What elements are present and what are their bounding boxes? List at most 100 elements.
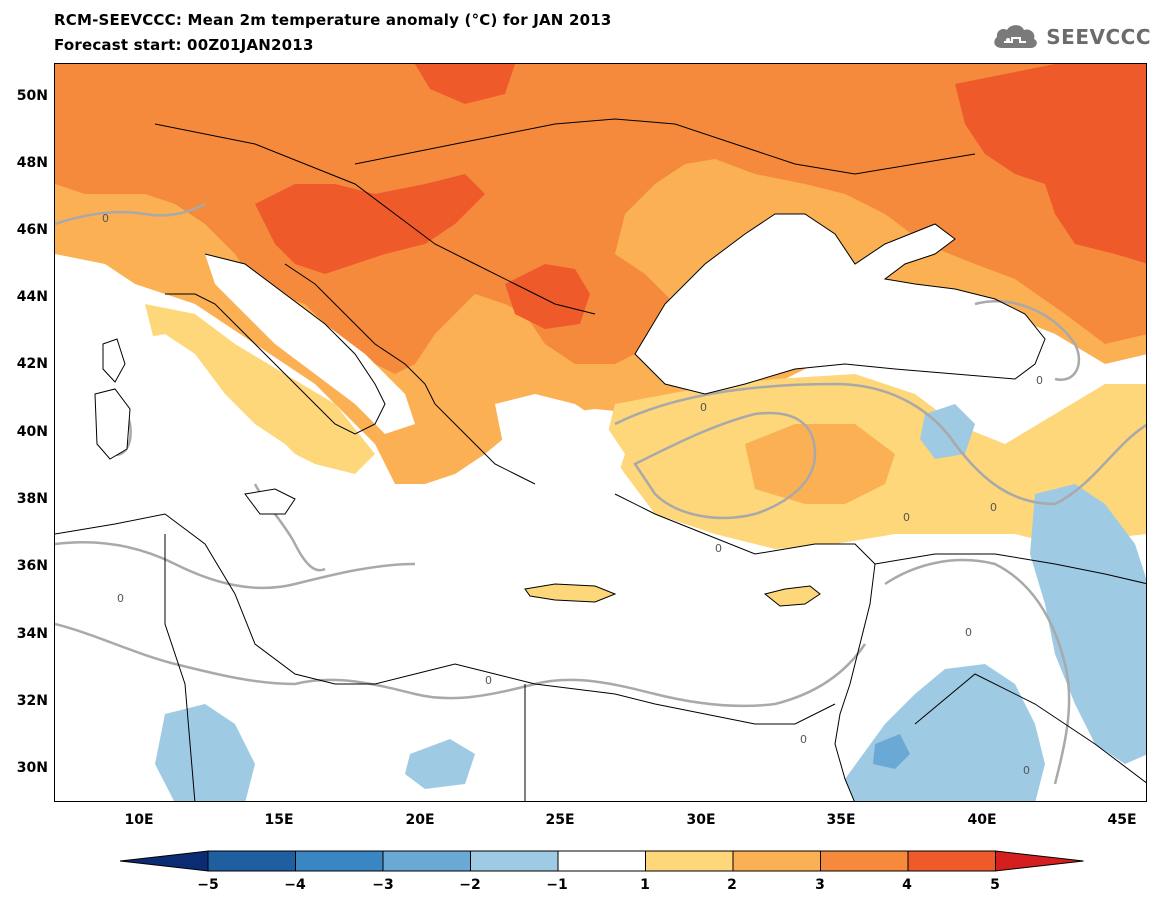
anomaly-minus-1-2-region-syria xyxy=(845,664,1045,801)
contour-label: 0 xyxy=(715,542,722,555)
anomaly-minus-1-2-region-arabia xyxy=(1030,484,1146,764)
border-iraq-saudi xyxy=(914,673,1146,784)
contour-label: 0 xyxy=(800,733,807,746)
colorbar-tick-label: 5 xyxy=(990,877,1000,893)
colorbar-bin xyxy=(645,850,734,872)
lat-label-38n: 38N xyxy=(16,491,48,507)
contour-label: 0 xyxy=(485,674,492,687)
zero-contour-north-africa xyxy=(55,540,416,590)
anomaly-minus-2-3-patch-syria xyxy=(873,734,910,769)
zero-contour-libya xyxy=(55,622,867,708)
contour-label: 0 xyxy=(1023,764,1030,777)
colorbar-tick-label: −4 xyxy=(284,877,306,893)
mediterranean-sea xyxy=(55,464,875,724)
anomaly-4-5-region-north xyxy=(415,64,515,104)
lat-label-50n: 50N xyxy=(16,88,48,104)
colorbar-bin xyxy=(995,850,1084,872)
anomaly-minus-1-2-region-turkey-east xyxy=(920,404,975,459)
seevccc-logo: SEEVCCC xyxy=(990,22,1151,52)
cyprus-island xyxy=(763,585,821,607)
lat-label-36n: 36N xyxy=(16,558,48,574)
contour-label: 0 xyxy=(903,511,910,524)
anomaly-4-5-region-balkans xyxy=(255,174,485,274)
contour-labels: 0 0 0 0 0 0 0 0 0 0 0 xyxy=(102,212,1043,777)
colorbar-bin xyxy=(295,850,384,872)
anomaly-4-5-region-east xyxy=(955,64,1146,264)
colorbar-tick-label: 3 xyxy=(815,877,825,893)
colorbar xyxy=(119,850,1084,872)
border-libya-tunisia xyxy=(164,534,196,801)
lat-label-34n: 34N xyxy=(16,626,48,642)
colorbar-bin xyxy=(732,850,821,872)
zero-contour-caucasus xyxy=(974,300,1081,382)
corsica-island xyxy=(102,338,126,383)
anomaly-2-3-patches-turkey xyxy=(745,424,895,504)
zero-contour-turkey-inner xyxy=(633,411,817,520)
colorbar-tick-label: 4 xyxy=(902,877,912,893)
border-eastern-europe xyxy=(354,118,976,175)
seas xyxy=(55,214,1045,724)
colorbar-bin xyxy=(557,850,646,872)
lon-label-25e: 25E xyxy=(545,812,575,828)
colorbar-tick-label: 1 xyxy=(640,877,650,893)
contour-label: 0 xyxy=(965,626,972,639)
logo-text: SEEVCCC xyxy=(1046,25,1151,49)
sardinia-island xyxy=(94,388,131,460)
anomaly-minus-1-2-region-libya xyxy=(155,704,255,801)
colorbar-tick-label: −2 xyxy=(459,877,481,893)
contour-label: 0 xyxy=(990,501,997,514)
coastline-levant xyxy=(834,563,876,801)
colorbar-bin xyxy=(207,850,296,872)
lon-label-35e: 35E xyxy=(826,812,856,828)
tyrrhenian-sea xyxy=(95,334,315,504)
contour-label: 0 xyxy=(117,592,124,605)
colorbar-tick-label: −3 xyxy=(372,877,394,893)
country-borders xyxy=(55,118,1146,801)
forecast-start-subtitle: Forecast start: 00Z01JAN2013 xyxy=(54,36,314,54)
lat-label-30n: 30N xyxy=(16,760,48,776)
lon-label-30e: 30E xyxy=(686,812,716,828)
black-sea xyxy=(635,214,1045,394)
coastline-balkans xyxy=(284,263,536,485)
colorbar-tick-label: −1 xyxy=(546,877,568,893)
lat-label-42n: 42N xyxy=(16,356,48,372)
anomaly-minus-1-2-region-egypt xyxy=(405,739,475,789)
colorbar-bin xyxy=(119,850,209,872)
cold-anomaly-fields xyxy=(155,404,1146,801)
coastline-turkey-south xyxy=(614,493,876,565)
coastline-black-sea xyxy=(634,213,1046,395)
lat-label-48n: 48N xyxy=(16,155,48,171)
contour-label: 0 xyxy=(1036,374,1043,387)
border-middle-east xyxy=(874,553,1146,585)
lon-label-40e: 40E xyxy=(967,812,997,828)
colorbar-bin xyxy=(820,850,909,872)
aegean-sea xyxy=(495,394,625,484)
lon-label-20e: 20E xyxy=(405,812,435,828)
contour-label: 0 xyxy=(102,212,109,225)
contour-label: 0 xyxy=(700,401,707,414)
colorbar-bins xyxy=(119,850,1084,872)
temperature-anomaly-map: 0 0 0 0 0 0 0 0 0 0 0 xyxy=(54,63,1147,802)
lat-label-46n: 46N xyxy=(16,222,48,238)
sicily-island xyxy=(244,488,296,515)
anomaly-4-5-region-romania xyxy=(505,264,590,329)
anomaly-1-2-patches-italy xyxy=(145,304,375,474)
colorbar-bin xyxy=(382,850,471,872)
lon-label-15e: 15E xyxy=(264,812,294,828)
border-central-europe xyxy=(154,123,596,315)
lon-label-10e: 10E xyxy=(124,812,154,828)
colorbar-bin xyxy=(470,850,559,872)
colorbar-tick-label: 2 xyxy=(727,877,737,893)
crete-island xyxy=(524,583,617,603)
colorbar-bin xyxy=(907,850,996,872)
coastline-italy xyxy=(165,253,386,435)
zero-contour-turkey xyxy=(614,382,1146,506)
lon-label-45e: 45E xyxy=(1107,812,1137,828)
adriatic-sea xyxy=(205,254,415,434)
islands xyxy=(94,338,821,607)
map-title: RCM-SEEVCCC: Mean 2m temperature anomaly… xyxy=(54,11,612,29)
lat-label-44n: 44N xyxy=(16,289,48,305)
lat-label-40n: 40N xyxy=(16,424,48,440)
coastline-north-africa xyxy=(55,513,836,725)
colorbar-tick-label: −5 xyxy=(197,877,219,893)
